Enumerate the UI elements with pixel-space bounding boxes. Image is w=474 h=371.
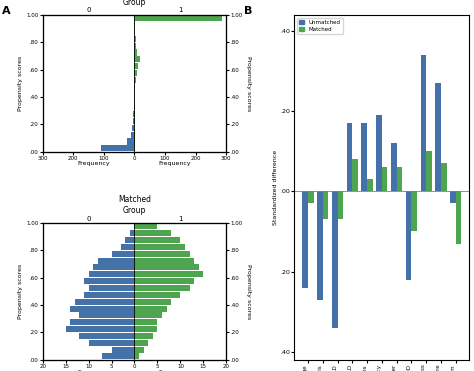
Bar (135, 91, 136, 96)
Bar (135, 299, 171, 305)
Bar (135, 230, 171, 236)
Bar (367, 179, 373, 191)
Bar (420, 55, 426, 191)
Text: Frequency: Frequency (78, 370, 110, 371)
Y-axis label: Propensity scores: Propensity scores (246, 56, 251, 111)
Bar (70, 319, 135, 325)
Bar (135, 285, 190, 291)
Bar (65, 326, 135, 332)
Text: A: A (2, 6, 11, 16)
Bar (135, 29, 136, 35)
Bar (406, 191, 411, 280)
Bar (352, 159, 358, 191)
Bar (441, 163, 447, 191)
Title: Unmatched
Group: Unmatched Group (112, 0, 156, 7)
Bar (93, 265, 135, 270)
Bar (134, 77, 135, 83)
Bar (102, 354, 135, 359)
Bar (135, 49, 137, 56)
Bar (134, 84, 135, 90)
Bar (308, 191, 314, 203)
Bar (127, 138, 135, 144)
Bar (391, 143, 397, 191)
Bar (135, 63, 137, 69)
Bar (135, 347, 144, 352)
Bar (135, 271, 203, 277)
Bar (411, 191, 417, 232)
Bar (135, 292, 181, 298)
Bar (135, 265, 199, 270)
Bar (132, 125, 135, 131)
Bar (79, 333, 135, 339)
Bar (98, 257, 135, 264)
Bar (70, 305, 135, 312)
Bar (362, 123, 367, 191)
Bar (135, 278, 194, 284)
Bar (135, 319, 157, 325)
Bar (130, 230, 135, 236)
Bar (346, 123, 352, 191)
Y-axis label: Standardized difference: Standardized difference (273, 150, 278, 225)
Bar (111, 251, 135, 257)
Bar (317, 191, 323, 300)
Bar (135, 77, 136, 83)
Bar (135, 84, 136, 90)
Bar (135, 333, 153, 339)
Bar (323, 191, 328, 220)
Bar (135, 305, 166, 312)
Bar (84, 292, 135, 298)
Bar (135, 257, 194, 264)
Bar (135, 340, 148, 346)
Bar (135, 237, 181, 243)
Bar (337, 191, 343, 220)
Bar (376, 115, 382, 191)
Bar (121, 244, 135, 250)
Y-axis label: Propensity scores: Propensity scores (246, 264, 251, 319)
Bar (79, 312, 135, 318)
Bar (134, 91, 135, 96)
Legend: Unmatched, Matched: Unmatched, Matched (297, 17, 343, 34)
Bar (75, 299, 135, 305)
Bar (134, 98, 135, 104)
Y-axis label: Propensity scores: Propensity scores (18, 264, 24, 319)
Bar (135, 56, 140, 62)
Bar (450, 191, 456, 203)
Bar (135, 36, 136, 42)
Y-axis label: Propensity scores: Propensity scores (18, 56, 24, 111)
Bar (135, 312, 162, 318)
Bar (382, 167, 387, 191)
Bar (133, 118, 135, 124)
Bar (135, 326, 157, 332)
Bar (135, 43, 136, 49)
Text: Frequency: Frequency (158, 161, 191, 167)
Bar (89, 271, 135, 277)
Bar (332, 191, 337, 328)
Bar (135, 354, 139, 359)
Bar (426, 151, 432, 191)
Bar (135, 223, 157, 229)
Text: Frequency: Frequency (78, 161, 110, 167)
Bar (111, 347, 135, 352)
Bar (84, 278, 135, 284)
Bar (456, 191, 461, 243)
Bar (135, 22, 136, 28)
Bar (135, 70, 137, 76)
Bar (302, 191, 308, 288)
Bar (135, 251, 190, 257)
Bar (133, 111, 135, 117)
Bar (101, 145, 135, 151)
Bar (135, 244, 185, 250)
Bar (89, 285, 135, 291)
Bar (134, 104, 135, 110)
Bar (435, 83, 441, 191)
Text: Frequency: Frequency (158, 370, 191, 371)
Text: B: B (244, 6, 253, 16)
Bar (131, 132, 135, 138)
Bar (89, 340, 135, 346)
Bar (397, 167, 402, 191)
Bar (125, 237, 135, 243)
Bar (135, 15, 222, 21)
Title: Matched
Group: Matched Group (118, 196, 151, 215)
